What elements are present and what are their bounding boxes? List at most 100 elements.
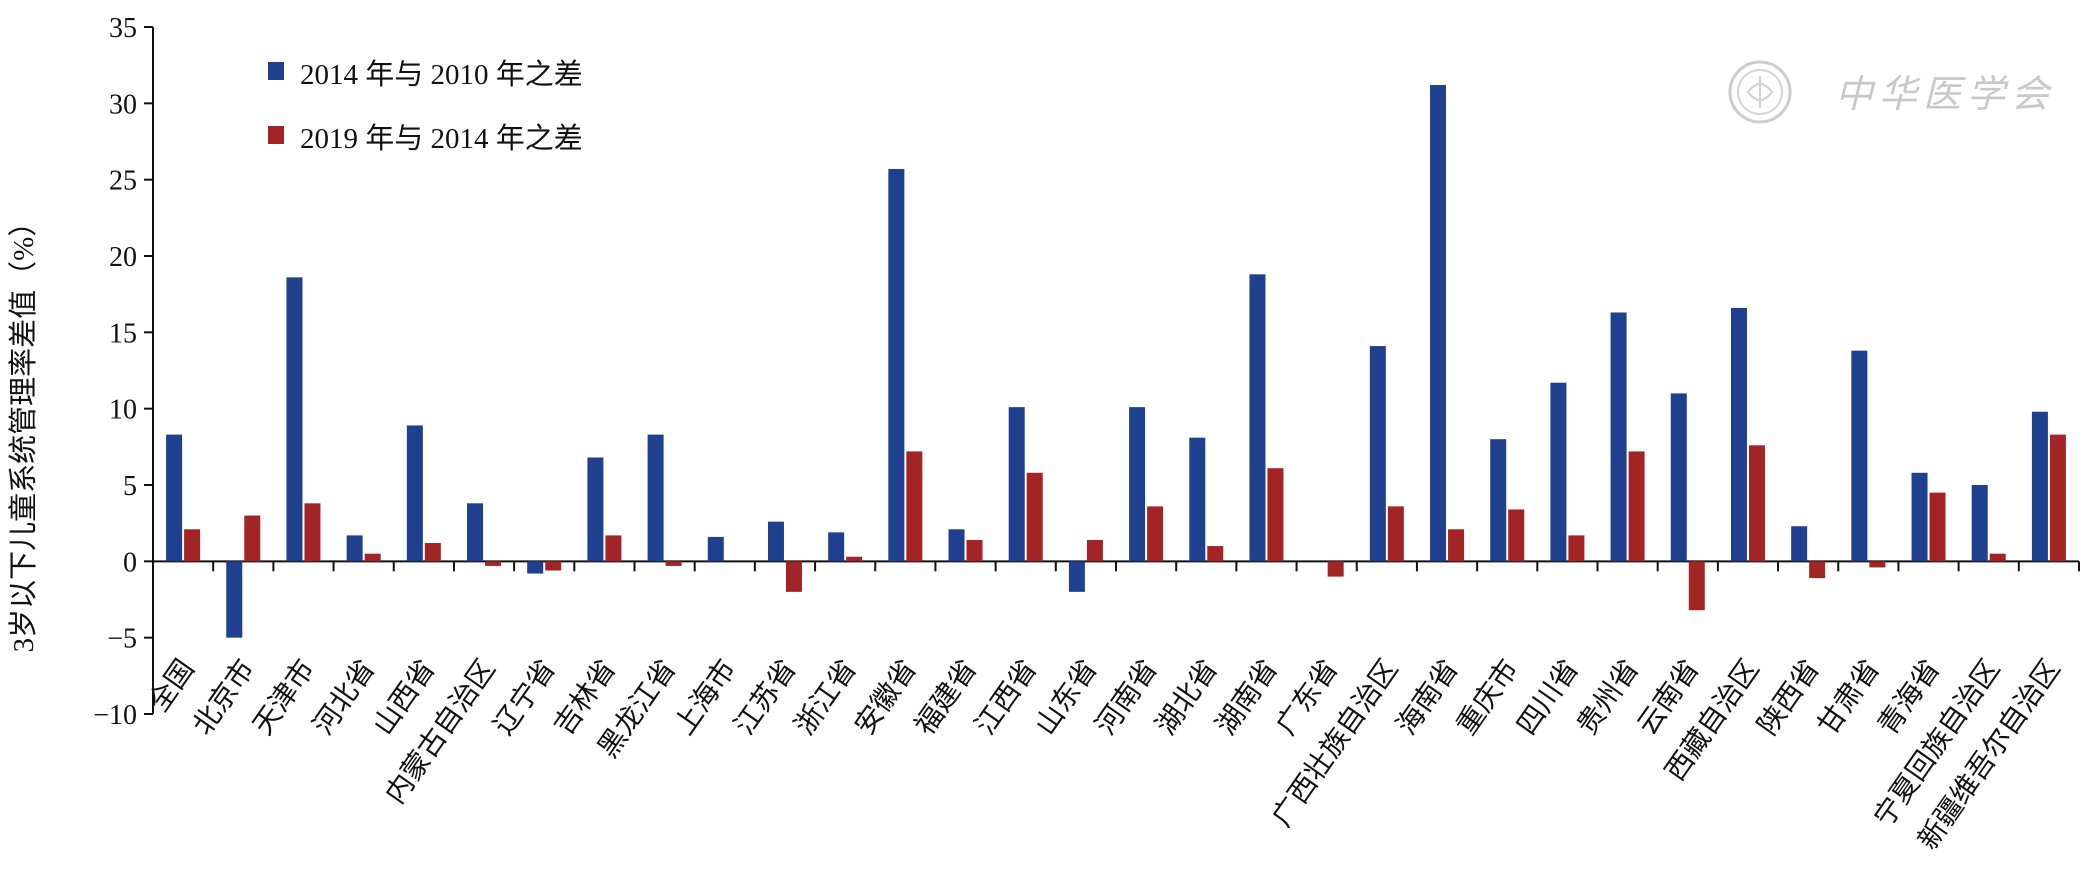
bar-2019-vs-2014 [304,503,321,562]
bar-2019-vs-2014 [2049,434,2066,562]
bar-2019-vs-2014 [846,556,863,562]
legend-swatch-2019-vs-2014 [268,126,284,144]
bar-2014-vs-2010 [1791,526,1808,562]
bar-2014-vs-2010 [1670,393,1687,562]
bar-2014-vs-2010 [767,521,784,562]
x-category-label: 湖北省 [1150,654,1224,741]
x-category-label: 贵州省 [1571,654,1645,741]
y-axis-label: 3岁以下儿童系统管理率差值（%） [7,208,40,653]
x-category-label: 陕西省 [1751,654,1825,741]
bar-2019-vs-2014 [1748,445,1765,562]
x-category-label: 重庆市 [1451,654,1525,741]
y-axis: 35 30 25 20 15 10 5 0 −5 −10 [93,13,154,731]
bar-2014-vs-2010 [406,425,423,562]
bar-2019-vs-2014 [1809,561,1826,579]
x-category-label: 上海市 [668,654,742,741]
bar-2014-vs-2010 [166,434,183,562]
bar-2019-vs-2014 [785,561,802,592]
bar-2014-vs-2010 [1249,274,1266,562]
bar-2014-vs-2010 [1971,485,1988,562]
legend-swatch-2014-vs-2010 [268,62,284,80]
bar-2019-vs-2014 [1086,539,1103,562]
bar-2019-vs-2014 [1448,529,1465,562]
bar-2014-vs-2010 [1189,437,1206,562]
bar-2019-vs-2014 [244,515,261,562]
bar-2019-vs-2014 [665,561,682,566]
y-tick-label: −10 [93,700,137,731]
bar-2014-vs-2010 [1008,407,1025,562]
bar-2019-vs-2014 [966,539,983,562]
bar-2019-vs-2014 [1387,506,1404,562]
bar-2014-vs-2010 [527,561,544,574]
x-category-label: 山东省 [1029,654,1103,741]
bar-2019-vs-2014 [1929,492,1946,562]
x-category-label: 北京市 [187,654,261,741]
bar-2014-vs-2010 [346,535,363,562]
legend-label-2019-vs-2014: 2019 年与 2014 年之差 [300,122,583,155]
bar-2019-vs-2014 [424,543,441,562]
x-category-label: 天津市 [247,654,321,741]
x-category-label: 甘肃省 [1812,654,1886,741]
bar-2014-vs-2010 [587,457,604,562]
y-tick-label: 30 [109,89,137,120]
watermark-text: 中华医学会 [1835,72,2055,116]
bar-2014-vs-2010 [1369,346,1386,562]
bar-2019-vs-2014 [545,561,562,571]
y-tick-label: 15 [109,318,137,349]
x-category-label: 江西省 [969,654,1043,741]
x-category-label: 江苏省 [728,654,802,741]
seal-logo-icon [1728,60,1792,124]
bars [166,85,2066,638]
bar-2019-vs-2014 [1688,561,1705,611]
bar-2014-vs-2010 [1430,85,1447,562]
bar-2019-vs-2014 [1267,468,1284,562]
bar-2019-vs-2014 [1147,506,1164,562]
x-category-label: 安徽省 [849,654,923,741]
y-tick-label: 25 [109,166,137,197]
bar-2014-vs-2010 [1490,439,1507,562]
y-tick-label: 35 [109,13,137,44]
bar-2014-vs-2010 [1550,382,1567,562]
bar-2019-vs-2014 [1207,546,1224,562]
bar-2014-vs-2010 [226,561,243,638]
bar-2014-vs-2010 [707,536,724,562]
bar-2019-vs-2014 [1628,451,1645,562]
bar-2014-vs-2010 [647,434,664,562]
x-category-label: 海南省 [1390,654,1464,741]
category-labels: 全国北京市天津市河北省山西省内蒙古自治区辽宁省吉林省黑龙江省上海市江苏省浙江省安… [142,654,2066,856]
y-tick-label: −5 [107,624,137,655]
y-tick-label: 5 [123,471,137,502]
bar-2019-vs-2014 [485,561,502,566]
bar-2014-vs-2010 [1129,407,1146,562]
bar-2019-vs-2014 [1026,472,1043,562]
bar-2014-vs-2010 [1851,350,1868,562]
x-category-label: 河南省 [1089,654,1163,741]
bar-2014-vs-2010 [1610,312,1627,562]
bar-2019-vs-2014 [1327,561,1344,577]
x-category-label: 辽宁省 [488,654,562,741]
bar-2014-vs-2010 [2031,411,2048,562]
bar-2019-vs-2014 [1989,553,2006,562]
bar-2019-vs-2014 [184,529,201,562]
bar-2014-vs-2010 [828,532,845,562]
bar-2014-vs-2010 [888,168,905,562]
x-category-label: 福建省 [909,654,983,741]
bar-2014-vs-2010 [467,503,484,562]
y-tick-label: 0 [123,547,137,578]
bar-2014-vs-2010 [286,277,303,562]
bar-2019-vs-2014 [1568,535,1585,562]
bar-2019-vs-2014 [906,451,923,562]
y-tick-label: 10 [109,395,137,426]
bar-2014-vs-2010 [1730,307,1747,562]
bar-2014-vs-2010 [1068,561,1085,592]
bar-2019-vs-2014 [1508,509,1525,562]
x-axis [152,560,2080,572]
watermark: 中华医学会 [1728,60,2055,124]
bar-2014-vs-2010 [948,529,965,562]
bar-2019-vs-2014 [364,553,381,562]
bar-2019-vs-2014 [1869,561,1886,568]
bar-2019-vs-2014 [605,535,622,562]
x-category-label: 四川省 [1511,654,1585,741]
y-tick-label: 20 [109,242,137,273]
